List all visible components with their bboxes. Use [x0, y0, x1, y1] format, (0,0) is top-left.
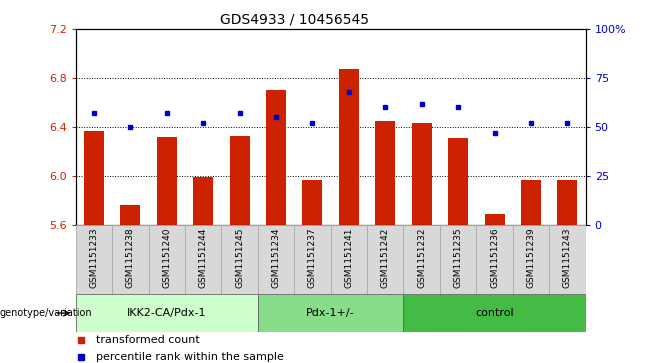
Bar — [157, 137, 177, 225]
Bar — [84, 131, 104, 225]
Bar — [484, 214, 505, 225]
Bar — [330, 225, 367, 294]
Bar — [294, 225, 330, 294]
Text: GSM1151238: GSM1151238 — [126, 227, 135, 288]
Text: GSM1151237: GSM1151237 — [308, 227, 317, 288]
Text: GSM1151241: GSM1151241 — [344, 227, 353, 287]
Bar — [375, 121, 395, 225]
Text: GSM1151233: GSM1151233 — [89, 227, 99, 288]
Title: GDS4933 / 10456545: GDS4933 / 10456545 — [220, 12, 369, 26]
Text: GSM1151235: GSM1151235 — [453, 227, 463, 288]
Bar — [149, 225, 185, 294]
Bar — [185, 225, 221, 294]
Text: GSM1151242: GSM1151242 — [381, 227, 390, 287]
Bar — [76, 225, 112, 294]
Bar — [412, 123, 432, 225]
Text: GSM1151243: GSM1151243 — [563, 227, 572, 287]
Bar — [367, 225, 403, 294]
Bar — [193, 177, 213, 225]
Bar — [521, 180, 541, 225]
Text: control: control — [475, 308, 514, 318]
Bar — [266, 90, 286, 225]
Text: percentile rank within the sample: percentile rank within the sample — [96, 352, 284, 362]
Text: GSM1151232: GSM1151232 — [417, 227, 426, 287]
Bar — [403, 225, 440, 294]
Bar — [258, 294, 403, 332]
Bar — [76, 294, 258, 332]
Bar — [120, 205, 140, 225]
Bar — [557, 180, 578, 225]
Bar — [112, 225, 149, 294]
Text: transformed count: transformed count — [96, 335, 200, 345]
Bar — [403, 294, 586, 332]
Bar — [221, 225, 258, 294]
Bar — [476, 225, 513, 294]
Bar — [230, 136, 249, 225]
Text: GSM1151239: GSM1151239 — [526, 227, 536, 288]
Bar — [339, 69, 359, 225]
Text: GSM1151234: GSM1151234 — [272, 227, 280, 287]
Text: GSM1151240: GSM1151240 — [163, 227, 171, 287]
Text: Pdx-1+/-: Pdx-1+/- — [307, 308, 355, 318]
Text: GSM1151245: GSM1151245 — [235, 227, 244, 287]
Bar — [549, 225, 586, 294]
Bar — [303, 180, 322, 225]
Text: GSM1151244: GSM1151244 — [199, 227, 208, 287]
Text: GSM1151236: GSM1151236 — [490, 227, 499, 288]
Bar — [440, 225, 476, 294]
Bar — [513, 225, 549, 294]
Text: IKK2-CA/Pdx-1: IKK2-CA/Pdx-1 — [127, 308, 207, 318]
Bar — [448, 138, 468, 225]
Bar — [258, 225, 294, 294]
Text: genotype/variation: genotype/variation — [0, 308, 93, 318]
